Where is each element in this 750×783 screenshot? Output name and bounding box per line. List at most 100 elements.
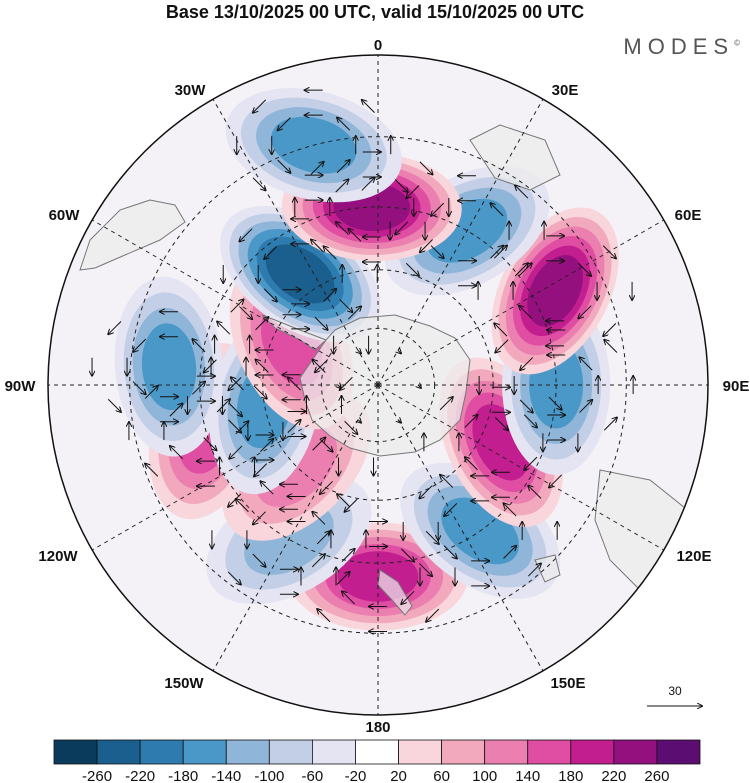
wind-arrow <box>504 503 517 517</box>
colorbar-tick-label: -220 <box>125 768 155 783</box>
wind-arrow <box>425 530 439 544</box>
colorbar-swatch <box>484 739 529 765</box>
wind-arrow <box>312 438 326 451</box>
lon-label-0: 0 <box>374 37 382 54</box>
wind-arrow <box>192 382 205 395</box>
lon-label-150w: 150W <box>164 675 204 692</box>
wind-arrow <box>419 563 432 576</box>
wind-arrow <box>339 299 353 312</box>
colorbar-swatch <box>225 739 270 765</box>
colorbar-tick-label: 220 <box>601 768 626 783</box>
wind-arrow <box>443 545 457 559</box>
anomaly-positive-120w <box>491 207 619 375</box>
wind-arrow <box>336 160 350 174</box>
lon-label-60e: 60E <box>675 207 702 224</box>
wind-arrow <box>260 481 274 495</box>
wind-arrow <box>107 398 121 412</box>
wind-arrow <box>228 403 242 417</box>
meridian-line <box>377 98 544 386</box>
wind-arrow <box>145 464 159 477</box>
meridian-line <box>91 384 379 551</box>
colorbar-swatch <box>613 739 658 765</box>
wind-arrow <box>490 203 504 217</box>
colorbar-swatch <box>441 739 486 765</box>
wind-arrow <box>345 498 358 512</box>
map-title: Base 13/10/2025 00 UTC, valid 15/10/2025… <box>165 2 585 22</box>
wind-arrow <box>344 420 358 434</box>
lon-label-150e: 150E <box>550 675 585 692</box>
wind-arrow <box>493 246 507 259</box>
wind-arrow <box>398 350 401 353</box>
wind-arrow <box>495 339 509 353</box>
colorbar-swatch <box>355 739 399 765</box>
colorbar-tick-label: -100 <box>254 768 284 783</box>
wind-arrow <box>239 228 253 242</box>
wind-arrow <box>358 350 361 353</box>
colorbar-tick-label: -20 <box>345 768 367 783</box>
wind-arrow <box>252 553 266 567</box>
colorbar-swatch <box>398 739 442 765</box>
contour-band <box>265 244 335 304</box>
colorbar: -260 -220 -180 -140 -100 -60 -20 20 60 100 140 180 2… <box>53 739 701 783</box>
lon-label-30w: 30W <box>175 82 207 99</box>
colorbar-tick-label: 60 <box>433 768 450 783</box>
copyright-mark: © <box>734 38 740 48</box>
wind-arrow <box>528 486 542 499</box>
wind-arrow <box>430 245 444 259</box>
brand-name: MODES <box>623 34 735 59</box>
wind-arrow <box>518 263 532 277</box>
wind-arrow <box>264 245 278 259</box>
antarctica-outline <box>299 314 471 457</box>
wind-arrow <box>260 439 273 452</box>
colorbar-swatch <box>311 739 356 765</box>
wind-arrow <box>342 591 356 605</box>
wind-arrow <box>440 475 454 488</box>
colorbar-swatch <box>656 739 701 765</box>
wind-arrow <box>523 414 537 428</box>
wind-arrow <box>579 357 593 371</box>
wind-arrow <box>338 385 341 388</box>
tasmania-outline <box>534 554 561 583</box>
wind-arrow <box>527 563 541 577</box>
wind-arrow <box>216 399 230 413</box>
wind-arrow <box>406 185 420 198</box>
wind-arrow <box>252 177 266 191</box>
wind-arrow <box>602 245 616 259</box>
meridian-line <box>377 384 665 551</box>
wind-arrow <box>431 202 445 216</box>
reference-vector: 30 <box>647 684 702 706</box>
colorbar-swatch <box>527 739 572 765</box>
wind-arrow <box>337 494 351 508</box>
meridian-line <box>212 98 379 386</box>
colorbar-tick-label: 140 <box>515 768 540 783</box>
wind-arrow <box>361 178 375 191</box>
contour-band <box>527 255 583 327</box>
wind-arrow <box>312 512 326 525</box>
wind-arrow <box>578 262 591 276</box>
wind-arrow <box>358 420 361 423</box>
colorbar-tick-label: 260 <box>644 768 669 783</box>
wind-arrow <box>400 548 414 562</box>
wind-arrow <box>311 554 325 568</box>
wind-arrow <box>401 590 415 604</box>
wind-arrow <box>348 229 362 242</box>
wind-arrow <box>419 161 433 175</box>
wind-arrow <box>578 305 592 319</box>
wind-arrow <box>204 359 217 373</box>
meridian-line <box>91 219 379 386</box>
meridian-line <box>212 384 379 672</box>
wind-arrow <box>228 419 241 433</box>
colorbar-swatch <box>570 739 615 765</box>
wind-arrow <box>405 262 419 276</box>
wind-arrow <box>347 306 361 320</box>
wind-arrow <box>254 463 268 477</box>
colorbar-swatch <box>139 739 184 765</box>
wind-arrow <box>239 306 252 319</box>
wind-arrow <box>315 359 329 373</box>
wind-arrow <box>323 289 337 302</box>
wind-arrow <box>255 317 269 331</box>
wind-arrow <box>287 420 301 433</box>
wind-arrow <box>464 415 478 428</box>
wind-arrow <box>494 323 508 337</box>
wind-arrow <box>144 386 158 399</box>
